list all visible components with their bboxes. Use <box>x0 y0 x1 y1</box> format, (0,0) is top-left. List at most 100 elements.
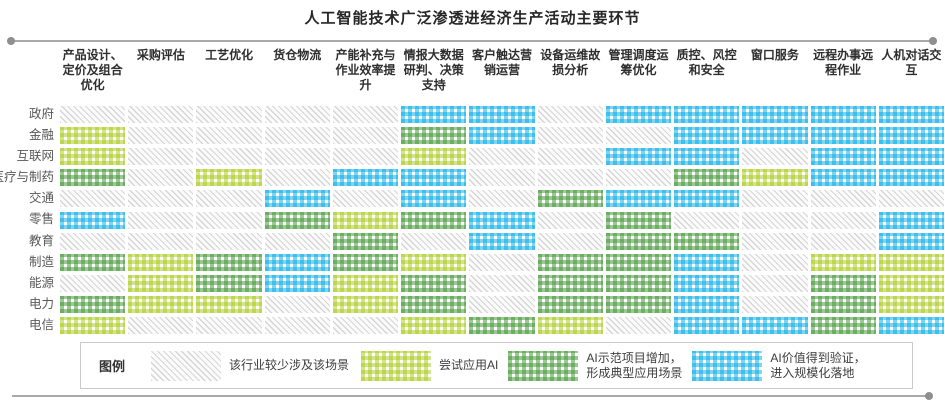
heatmap-cell <box>128 127 194 145</box>
heatmap-cell <box>605 316 672 334</box>
heatmap-cell <box>537 148 603 166</box>
column-header: 产品设计、定价及组合优化 <box>62 48 123 92</box>
divider-end-dot <box>925 392 933 400</box>
heatmap-cell <box>264 148 330 166</box>
heatmap-cell <box>537 127 603 145</box>
heatmap-cell <box>332 274 399 292</box>
heatmap-cell <box>264 253 330 271</box>
heatmap-cell <box>537 106 603 124</box>
heatmap-cell <box>60 316 126 334</box>
heatmap-cell <box>742 106 808 124</box>
heatmap-cell <box>60 190 126 208</box>
heatmap-cell <box>674 232 740 250</box>
heatmap-cell <box>264 190 330 208</box>
heatmap-cell <box>878 253 944 271</box>
heatmap-cell <box>878 316 944 334</box>
column-header: 货仓物流 <box>273 48 322 62</box>
heatmap-cell <box>264 127 330 145</box>
heatmap-cell <box>196 316 262 334</box>
heatmap-cell <box>401 169 467 187</box>
column-header: 质控、风控和安全 <box>676 48 737 77</box>
heatmap-cell <box>605 211 672 229</box>
heatmap-cell <box>469 190 535 208</box>
row-label: 制造 <box>28 254 54 269</box>
heatmap-cell <box>469 253 535 271</box>
heatmap-cell <box>332 253 399 271</box>
heatmap-cell <box>264 211 330 229</box>
heatmap-cell <box>128 148 194 166</box>
heatmap-cell <box>810 274 876 292</box>
heatmap-cell <box>537 232 603 250</box>
divider-end-dot <box>929 37 937 45</box>
column-header: 窗口服务 <box>750 48 799 62</box>
heatmap-cell <box>469 106 535 124</box>
row-label: 交通 <box>28 191 54 206</box>
heatmap-cell <box>128 232 194 250</box>
heatmap-cell <box>401 316 467 334</box>
heatmap-cell <box>605 295 672 313</box>
row-label: 政府 <box>28 107 54 121</box>
heatmap-cell <box>742 169 808 187</box>
heatmap-cell <box>878 190 944 208</box>
legend-title: 图例 <box>99 359 126 374</box>
heatmap-cell <box>810 106 876 124</box>
heatmap-cell <box>605 148 672 166</box>
heatmap-cell <box>264 232 330 250</box>
heatmap-cell <box>128 274 194 292</box>
heatmap-cell <box>878 127 944 145</box>
heatmap-cell <box>332 232 399 250</box>
heatmap-cell <box>332 190 399 208</box>
heatmap-cell <box>810 127 876 145</box>
heatmap-cell <box>674 127 740 145</box>
heatmap-cell <box>401 295 467 313</box>
heatmap-cell <box>196 295 262 313</box>
row-label: 医疗与制药 <box>0 170 54 185</box>
heatmap-cell <box>537 211 603 229</box>
column-header: 设备运维故损分析 <box>540 48 601 77</box>
heatmap-cell <box>60 274 126 292</box>
heatmap-cell <box>332 148 399 166</box>
heatmap-cell <box>878 232 944 250</box>
column-header: 产能补充与作业效率提升 <box>335 48 396 92</box>
legend-box: 图例 该行业较少涉及该场景 尝试应用AI AI示范项目增加， 形成典型应用场景 AI价… <box>80 342 913 389</box>
heatmap-cell <box>469 169 535 187</box>
heatmap-cell <box>742 232 808 250</box>
column-header: 工艺优化 <box>205 48 254 62</box>
heatmap-cell <box>332 211 399 229</box>
heatmap-cell <box>401 211 467 229</box>
heatmap-cell <box>674 106 740 124</box>
top-divider-line <box>12 40 932 42</box>
heatmap-cell <box>605 274 672 292</box>
heatmap-cell <box>60 169 126 187</box>
heatmap-cell <box>264 106 330 124</box>
row-label: 金融 <box>28 128 54 143</box>
heatmap-cell <box>878 295 944 313</box>
heatmap-cell <box>537 190 603 208</box>
heatmap-cell <box>60 106 126 124</box>
heatmap-cell <box>469 295 535 313</box>
heatmap-cell <box>674 274 740 292</box>
heatmap-cell <box>469 127 535 145</box>
heatmap-cell <box>674 316 740 334</box>
heatmap-cell <box>878 169 944 187</box>
heatmap-cell <box>60 295 126 313</box>
heatmap-cell <box>878 106 944 124</box>
heatmap-cell <box>264 274 330 292</box>
heatmap-cell <box>196 211 262 229</box>
heatmap-cell <box>196 253 262 271</box>
heatmap-grid <box>60 104 944 336</box>
heatmap-cell <box>469 232 535 250</box>
heatmap-cell <box>605 169 672 187</box>
heatmap-cell <box>60 127 126 145</box>
heatmap-cell <box>332 295 399 313</box>
heatmap-cell <box>401 274 467 292</box>
legend-item: AI示范项目增加， 形成典型应用场景 <box>508 350 682 381</box>
heatmap-cell <box>196 232 262 250</box>
heatmap-cell <box>742 211 808 229</box>
bottom-divider-line <box>12 395 928 397</box>
column-header: 情报大数据研判、决策支持 <box>403 48 464 92</box>
heatmap-cell <box>537 295 603 313</box>
column-headers: 产品设计、定价及组合优化 采购评估 工艺优化 货仓物流 产能补充与作业效率提升 情报大数据… <box>60 48 944 93</box>
heatmap-cell <box>810 316 876 334</box>
heatmap-cell <box>401 127 467 145</box>
